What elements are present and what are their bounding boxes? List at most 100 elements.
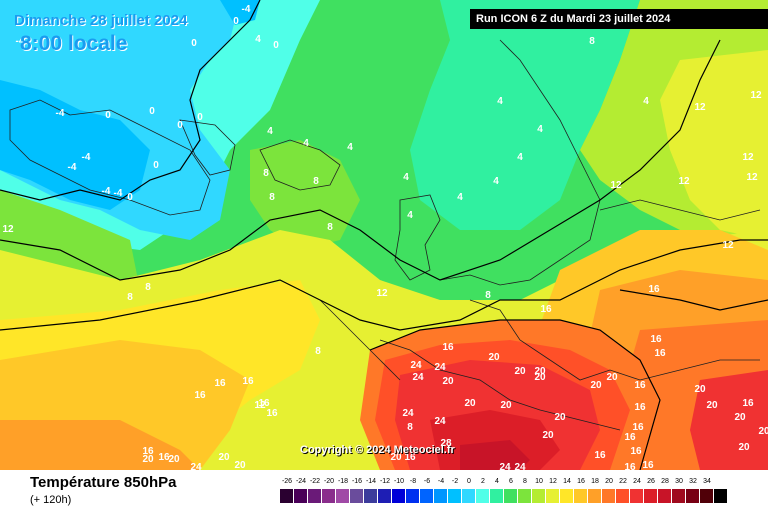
scale-label: 28 bbox=[661, 478, 669, 485]
isotherm-label: 24 bbox=[410, 360, 422, 371]
isotherm-label: 16 bbox=[442, 342, 454, 353]
scale-label: -10 bbox=[393, 478, 405, 485]
scale-cell bbox=[322, 489, 336, 503]
isotherm-label: 20 bbox=[738, 442, 750, 453]
isotherm-label: 12 bbox=[376, 288, 388, 299]
isotherm-label: 8 bbox=[327, 222, 333, 233]
isotherm-label: 8 bbox=[263, 168, 269, 179]
scale-label: 34 bbox=[703, 478, 711, 485]
scale-bar bbox=[280, 489, 728, 503]
isotherm-label: 20 bbox=[590, 380, 602, 391]
scale-label: 2 bbox=[481, 478, 485, 485]
isotherm-label: 4 bbox=[537, 124, 543, 135]
color-scale: -26 -24 -22 -20 -18 -16 -14 -12 -10 -8 -6 -4 -2 0 2 4 6 8… bbox=[280, 478, 752, 504]
scale-label: 16 bbox=[577, 478, 585, 485]
isotherm-label: 20 bbox=[142, 454, 154, 465]
isotherm-label: 4 bbox=[255, 34, 261, 45]
scale-label: -18 bbox=[337, 478, 349, 485]
isotherm-label: 20 bbox=[442, 376, 454, 387]
isotherm-label: -4 bbox=[68, 162, 77, 173]
isotherm-label: 12 bbox=[610, 180, 622, 191]
field-neg2 bbox=[0, 80, 150, 210]
isotherm-label: 8 bbox=[269, 192, 275, 203]
scale-label: -4 bbox=[437, 478, 445, 485]
scale-cell bbox=[294, 489, 308, 503]
isotherm-label: 4 bbox=[457, 192, 463, 203]
field-4-north bbox=[410, 0, 640, 230]
isotherm-label: 16 bbox=[540, 304, 552, 315]
isotherm-label: 8 bbox=[315, 346, 321, 357]
scale-cell bbox=[280, 489, 294, 503]
run-info: Run ICON 6 Z du Mardi 23 juillet 2024 bbox=[470, 9, 768, 29]
isotherm-label: 16 bbox=[194, 390, 206, 401]
scale-cell bbox=[602, 489, 616, 503]
scale-label: 32 bbox=[689, 478, 697, 485]
scale-label: -14 bbox=[365, 478, 377, 485]
scale-label: -24 bbox=[295, 478, 307, 485]
isotherm-label: 0 bbox=[191, 38, 197, 49]
isotherm-label: 8 bbox=[145, 282, 151, 293]
scale-cell bbox=[378, 489, 392, 503]
scale-cell bbox=[574, 489, 588, 503]
scale-cell bbox=[546, 489, 560, 503]
scale-cell bbox=[434, 489, 448, 503]
scale-label: 20 bbox=[605, 478, 613, 485]
isotherm-label: 4 bbox=[497, 96, 503, 107]
isotherm-label: 20 bbox=[218, 452, 230, 463]
isotherm-label: 20 bbox=[514, 366, 526, 377]
isotherm-label: 20 bbox=[168, 454, 180, 465]
scale-cell bbox=[308, 489, 322, 503]
scale-cell bbox=[462, 489, 476, 503]
isotherm-label: 20 bbox=[706, 400, 718, 411]
scale-cell bbox=[364, 489, 378, 503]
isotherm-label: 16 bbox=[158, 452, 170, 463]
isotherm-label: 24 bbox=[402, 408, 414, 419]
isotherm-label: 24 bbox=[412, 372, 424, 383]
isotherm-label: -4 bbox=[82, 152, 91, 163]
isotherm-label: 24 bbox=[514, 462, 526, 470]
isotherm-label: 20 bbox=[534, 372, 546, 383]
isotherm-label: 16 bbox=[594, 450, 606, 461]
scale-label: -20 bbox=[323, 478, 335, 485]
scale-labels: -26 -24 -22 -20 -18 -16 -14 -12 -10 -8 -6 -4 -2 0 2 4 6 8… bbox=[280, 478, 752, 489]
isotherm-label: 24 bbox=[434, 362, 446, 373]
legend-bar: Température 850hPa (+ 120h) -26 -24 -22 -20… bbox=[0, 470, 768, 512]
isotherm-label: 4 bbox=[347, 142, 353, 153]
coastlines bbox=[9, 39, 761, 431]
scale-cell bbox=[420, 489, 434, 503]
scale-label: 12 bbox=[549, 478, 557, 485]
scale-label: -6 bbox=[423, 478, 431, 485]
scale-label: -22 bbox=[309, 478, 321, 485]
isotherm-label: -4 bbox=[16, 36, 25, 47]
scale-cell bbox=[658, 489, 672, 503]
isotherm-label: 16 bbox=[404, 452, 416, 463]
scale-cell bbox=[616, 489, 630, 503]
isotherm-label: 12 bbox=[722, 240, 734, 251]
isotherm-label: 4 bbox=[517, 152, 523, 163]
isotherm-label: 8 bbox=[589, 36, 595, 47]
scale-label: 26 bbox=[647, 478, 655, 485]
isotherm-label: 4 bbox=[403, 172, 409, 183]
scale-label: -8 bbox=[409, 478, 417, 485]
isotherm-label: 16 bbox=[214, 378, 226, 389]
scale-cell bbox=[714, 489, 728, 503]
isotherm-label: 12 bbox=[750, 90, 762, 101]
isotherm-label: 0 bbox=[273, 40, 279, 51]
isotherm-label: -4 bbox=[114, 188, 123, 199]
isotherm-label: 8 bbox=[485, 290, 491, 301]
scale-label: -2 bbox=[451, 478, 459, 485]
isotherm-label: 16 bbox=[634, 402, 646, 413]
isotherm-label: 20 bbox=[542, 430, 554, 441]
scale-label: 22 bbox=[619, 478, 627, 485]
isotherm-label: 4 bbox=[407, 210, 413, 221]
isotherm-label: 12 bbox=[742, 152, 754, 163]
isotherm-label: 0 bbox=[233, 16, 239, 27]
field-24-east bbox=[690, 370, 768, 470]
scale-label: 24 bbox=[633, 478, 641, 485]
isotherm-label: 20 bbox=[488, 352, 500, 363]
isotherm-label: 20 bbox=[390, 452, 402, 463]
scale-label: 30 bbox=[675, 478, 683, 485]
isotherm-label: -4 bbox=[56, 108, 65, 119]
isotherm-label: 4 bbox=[267, 126, 273, 137]
